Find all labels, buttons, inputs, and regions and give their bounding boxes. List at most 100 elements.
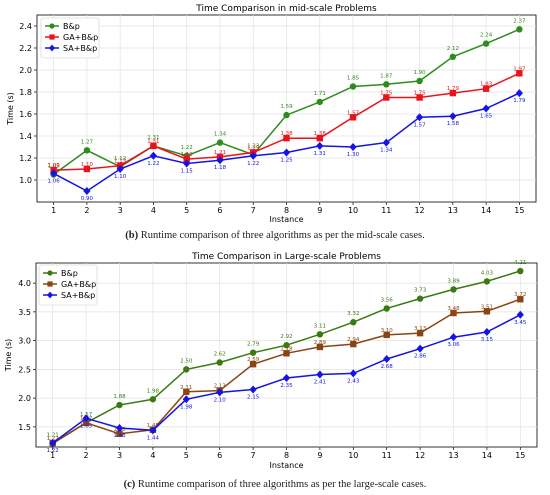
data-label-ga-b-p: 2.11	[180, 385, 192, 391]
data-label-b-p: 2.62	[214, 351, 226, 357]
data-point-ga-b-p	[449, 89, 457, 97]
x-tick-label: 8	[284, 451, 289, 460]
data-label-sa-b-p: 1.57	[413, 122, 426, 128]
x-tick-label: 4	[150, 451, 155, 460]
data-point-ga-b-p	[350, 340, 357, 348]
legend-label-b-p: B&p	[61, 269, 78, 278]
y-tick-label: 1.0	[19, 176, 32, 185]
data-point-ga-b-p	[249, 361, 257, 368]
data-label-sa-b-p: 2.68	[381, 364, 394, 370]
data-label-sa-b-p: 3.15	[481, 337, 494, 343]
y-tick-label: 1.8	[19, 88, 32, 97]
data-point-b-p	[116, 401, 123, 409]
data-point-ga-b-p	[150, 142, 157, 150]
data-point-b-p	[350, 319, 357, 326]
legend-label-sa-b-p: SA+B&p	[61, 291, 95, 300]
data-point-ga-b-p	[383, 331, 390, 339]
data-label-b-p: 1.23	[247, 144, 260, 150]
chart-mid-scale: Time Comparison in mid-scale Problems In…	[6, 4, 537, 224]
data-point-b-p	[349, 83, 357, 90]
y-tick-label: 2.5	[18, 365, 31, 374]
data-point-sa-b-p	[182, 395, 190, 404]
data-point-ga-b-p	[116, 430, 123, 437]
x-tick-label: 9	[317, 451, 322, 460]
data-label-ga-b-p: 3.13	[414, 326, 427, 332]
data-label-sa-b-p: 2.10	[214, 397, 227, 403]
data-label-ga-b-p: 3.10	[381, 328, 394, 334]
data-point-ga-b-p	[349, 114, 357, 121]
x-tick-label: 3	[117, 451, 122, 460]
ticks-mid-scale: 1.01.21.41.61.82.02.22.41 2 3 4 5 6 7 8 9 10 11 12 1…	[19, 22, 524, 215]
data-point-ga-b-p	[416, 94, 423, 101]
data-point-sa-b-p	[383, 355, 391, 364]
data-label-ga-b-p: 1.22	[47, 436, 59, 442]
data-point-ga-b-p	[82, 419, 90, 427]
data-point-sa-b-p	[82, 414, 90, 423]
data-label-b-p: 1.22	[181, 145, 193, 151]
x-tick-label: 13	[448, 451, 458, 460]
data-label-b-p: 1.59	[280, 104, 293, 110]
data-label-b-p: 1.71	[314, 91, 326, 97]
data-point-b-p	[416, 295, 424, 302]
data-point-b-p	[283, 111, 290, 119]
legend-marker-sa-b-p	[49, 44, 55, 52]
data-point-sa-b-p	[516, 310, 524, 319]
x-tick-label: 1	[50, 451, 55, 460]
data-label-sa-b-p: 1.22	[247, 161, 259, 167]
data-label-ga-b-p: 2.94	[347, 337, 360, 343]
x-tick-label: 10	[348, 206, 358, 215]
caption-mid-scale: (b) Runtime comparison of three algorith…	[0, 230, 550, 241]
data-label-ga-b-p: 2.78	[280, 346, 293, 352]
data-label-b-p: 2.37	[513, 18, 526, 24]
x-tick-label: 13	[448, 206, 458, 215]
data-point-sa-b-p	[249, 385, 257, 394]
data-point-ga-b-p	[183, 388, 190, 395]
data-point-sa-b-p	[115, 424, 124, 433]
data-label-sa-b-p: 2.86	[414, 354, 427, 360]
data-label-ga-b-p: 2.89	[314, 340, 327, 346]
data-point-ga-b-p	[183, 155, 190, 163]
data-label-ga-b-p: 1.57	[347, 110, 360, 116]
chart-large-scale: Time Comparison in Large-scale Problems …	[4, 252, 538, 470]
data-label-b-p: 3.89	[447, 278, 460, 284]
data-label-sa-b-p: 1.79	[513, 98, 526, 104]
data-label-sa-b-p: 1.30	[347, 152, 360, 158]
data-point-b-p	[416, 77, 423, 85]
legend-label-b-p: B&p	[63, 22, 80, 31]
data-label-ga-b-p: 1.83	[480, 82, 493, 88]
data-point-sa-b-p	[149, 151, 158, 160]
data-point-ga-b-p	[517, 296, 524, 303]
data-label-ga-b-p: 1.13	[114, 159, 127, 165]
data-point-sa-b-p	[482, 104, 490, 113]
data-label-b-p: 1.31	[147, 135, 159, 141]
data-point-ga-b-p	[482, 85, 490, 92]
data-point-ga-b-p	[416, 329, 424, 337]
data-point-sa-b-p	[183, 159, 191, 168]
data-point-ga-b-p	[450, 309, 457, 317]
legend-marker-ga-b-p	[47, 281, 53, 287]
data-point-ga-b-p	[383, 94, 390, 101]
data-label-b-p: 3.56	[381, 297, 394, 303]
x-tick-label: 6	[217, 206, 222, 215]
data-label-ga-b-p: 1.38	[280, 131, 293, 137]
legend-marker-b-p	[47, 270, 53, 276]
x-tick-label: 5	[184, 206, 189, 215]
data-label-ga-b-p: 1.75	[413, 91, 426, 97]
data-point-ga-b-p	[283, 135, 290, 142]
data-point-sa-b-p	[216, 388, 224, 397]
x-tick-label: 4	[151, 206, 156, 215]
data-point-ga-b-p	[83, 165, 91, 173]
data-label-b-p: 1.34	[214, 132, 227, 138]
series-layer-large-scale: 1.211.571.881.982.502.622.792.923.113.32…	[47, 260, 527, 454]
x-tick-label: 15	[515, 451, 525, 460]
data-label-sa-b-p: 0.90	[81, 196, 94, 202]
data-label-ga-b-p: 3.51	[481, 304, 493, 310]
series-layer-mid-scale: 1.05 1.27 1.12 1.31 1.22 1.34 1.23 1.59 1.71 1.85…	[48, 18, 526, 202]
data-label-ga-b-p: 1.19	[181, 152, 194, 158]
data-label-sa-b-p: 1.34	[380, 148, 393, 154]
data-label-ga-b-p: 1.09	[48, 163, 61, 169]
data-label-b-p: 2.50	[180, 358, 193, 364]
data-point-sa-b-p	[149, 426, 157, 435]
legend-large-scale: B&p GA+B&p SA+B&p	[38, 264, 98, 306]
data-label-b-p: 1.27	[81, 139, 94, 145]
